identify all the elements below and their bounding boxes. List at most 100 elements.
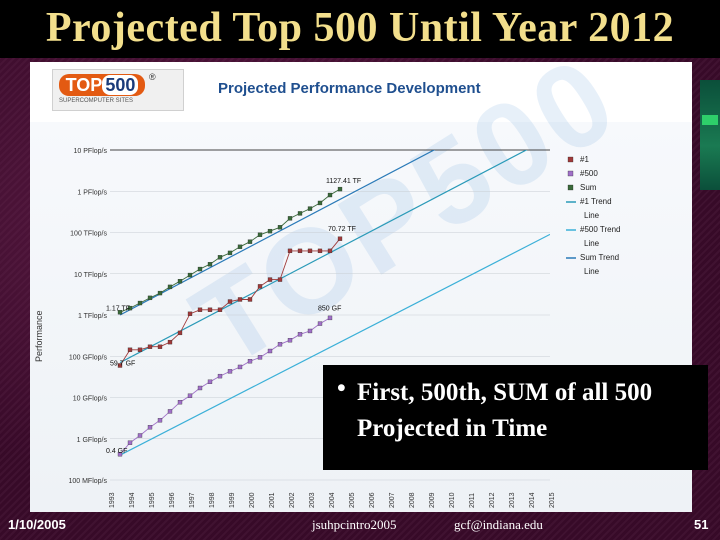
data-point-n500 bbox=[147, 425, 153, 430]
data-point-n1 bbox=[207, 307, 213, 312]
data-point-sum bbox=[207, 262, 213, 267]
x-tick-label: 1994 bbox=[129, 492, 136, 508]
footer-page-number: 51 bbox=[694, 517, 709, 532]
data-point-n1 bbox=[297, 248, 303, 254]
x-tick-label: 1995 bbox=[149, 492, 156, 508]
callout-box: • First, 500th, SUM of all 500 Projected… bbox=[323, 365, 708, 470]
data-point-sum bbox=[177, 279, 183, 284]
legend-label: Line bbox=[584, 239, 600, 248]
data-point-sum bbox=[287, 216, 293, 221]
legend-label: #500 Trend bbox=[580, 225, 620, 234]
x-tick-label: 2003 bbox=[309, 492, 316, 508]
data-point-sum bbox=[127, 305, 133, 311]
x-tick-label: 2011 bbox=[469, 493, 476, 508]
data-point-n1 bbox=[277, 277, 283, 282]
data-point-n500 bbox=[137, 433, 143, 438]
title-bar: Projected Top 500 Until Year 2012 bbox=[0, 0, 720, 58]
data-point-n1 bbox=[307, 248, 313, 254]
data-point-n500 bbox=[307, 328, 313, 334]
x-tick-label: 2001 bbox=[269, 492, 276, 508]
data-point-sum bbox=[277, 225, 283, 230]
data-point-sum bbox=[197, 266, 203, 272]
x-tick-label: 2014 bbox=[529, 492, 536, 508]
x-tick-label: 2002 bbox=[289, 492, 296, 508]
x-tick-label: 2015 bbox=[549, 492, 556, 508]
data-point-sum bbox=[167, 284, 173, 290]
data-point-sum bbox=[137, 300, 143, 306]
x-tick-label: 2000 bbox=[249, 492, 256, 508]
bullet-icon: • bbox=[337, 375, 346, 402]
data-label: 1.17 TF bbox=[106, 305, 130, 312]
x-tick-label: 2007 bbox=[389, 492, 396, 508]
data-point-n1 bbox=[137, 347, 143, 352]
data-point-n1 bbox=[157, 344, 163, 349]
callout-text: First, 500th, SUM of all 500 Projected i… bbox=[357, 379, 653, 442]
data-point-n500 bbox=[277, 342, 283, 347]
data-label: 0.4 GF bbox=[106, 448, 127, 455]
data-point-sum bbox=[307, 206, 313, 211]
footer-email: gcf@indiana.edu bbox=[454, 517, 543, 532]
data-label: 1127.41 TF bbox=[326, 178, 361, 185]
logo-subtitle: SUPERCOMPUTER SITES bbox=[59, 98, 134, 104]
data-point-sum bbox=[337, 186, 343, 192]
top500-logo: TOP 500 ® SUPERCOMPUTER SITES bbox=[52, 69, 184, 111]
data-point-n1 bbox=[337, 236, 343, 241]
data-point-sum bbox=[117, 310, 123, 315]
data-point-n1 bbox=[287, 248, 293, 254]
data-point-n1 bbox=[237, 297, 243, 302]
data-point-n500 bbox=[227, 369, 233, 374]
data-label: 59.7 GF bbox=[110, 360, 135, 367]
logo-wordmark: TOP 500 bbox=[59, 74, 145, 96]
x-tick-label: 2009 bbox=[429, 492, 436, 508]
chart-panel: TOP500 TOP 500 ® SUPERCOMPUTER SITES Proj… bbox=[30, 30, 692, 512]
data-point-n500 bbox=[317, 321, 323, 326]
x-tick-label: 1998 bbox=[209, 492, 216, 508]
legend-label: Line bbox=[584, 211, 600, 220]
data-point-n1 bbox=[327, 248, 333, 254]
legend-label: #500 bbox=[580, 169, 598, 178]
slide-title: Projected Top 500 Until Year 2012 bbox=[45, 5, 675, 51]
data-point-n500 bbox=[117, 452, 123, 457]
y-tick-label: 100 GFlop/s bbox=[69, 354, 108, 361]
data-point-n500 bbox=[187, 393, 193, 398]
y-axis-label: Performance bbox=[34, 310, 44, 362]
data-point-n500 bbox=[257, 355, 263, 360]
x-tick-label: 2010 bbox=[449, 492, 456, 508]
data-point-n500 bbox=[127, 440, 133, 445]
data-point-n1 bbox=[147, 344, 153, 349]
data-point-n1 bbox=[167, 339, 173, 345]
data-point-n1 bbox=[187, 311, 193, 316]
data-point-sum bbox=[157, 290, 163, 296]
y-tick-label: 10 GFlop/s bbox=[73, 396, 108, 403]
data-point-sum bbox=[147, 295, 153, 301]
data-point-n500 bbox=[247, 359, 253, 364]
data-point-n500 bbox=[167, 409, 173, 414]
chart-title: Projected Performance Development bbox=[218, 80, 481, 97]
data-point-n1 bbox=[177, 330, 183, 336]
legend-label: Sum bbox=[580, 183, 597, 192]
data-point-sum bbox=[227, 250, 233, 256]
data-label: 70.72 TF bbox=[328, 226, 356, 233]
footer-filename: jsuhpcintro2005 bbox=[312, 517, 397, 532]
legend-marker-n1 bbox=[567, 156, 574, 163]
x-tick-label: 2012 bbox=[489, 492, 496, 508]
legend-marker-sum bbox=[567, 184, 574, 191]
data-point-n1 bbox=[257, 284, 263, 289]
x-tick-label: 2008 bbox=[409, 492, 416, 508]
y-tick-label: 1 PFlop/s bbox=[77, 189, 107, 196]
legend-label: #1 Trend bbox=[580, 197, 612, 206]
x-tick-label: 2013 bbox=[509, 492, 516, 508]
x-tick-label: 1993 bbox=[109, 492, 116, 508]
data-point-n1 bbox=[267, 277, 273, 282]
y-tick-label: 100 MFlop/s bbox=[68, 478, 107, 485]
data-label: 850 GF bbox=[318, 305, 341, 312]
legend-marker-n500 bbox=[567, 170, 574, 177]
data-point-n500 bbox=[237, 364, 243, 370]
footer-date: 1/10/2005 bbox=[8, 517, 66, 532]
y-tick-label: 10 TFlop/s bbox=[74, 272, 107, 279]
data-point-n500 bbox=[197, 385, 203, 391]
x-tick-label: 2005 bbox=[349, 492, 356, 508]
x-tick-label: 1999 bbox=[229, 492, 236, 508]
data-point-sum bbox=[237, 244, 243, 249]
legend-label: Sum Trend bbox=[580, 253, 619, 262]
